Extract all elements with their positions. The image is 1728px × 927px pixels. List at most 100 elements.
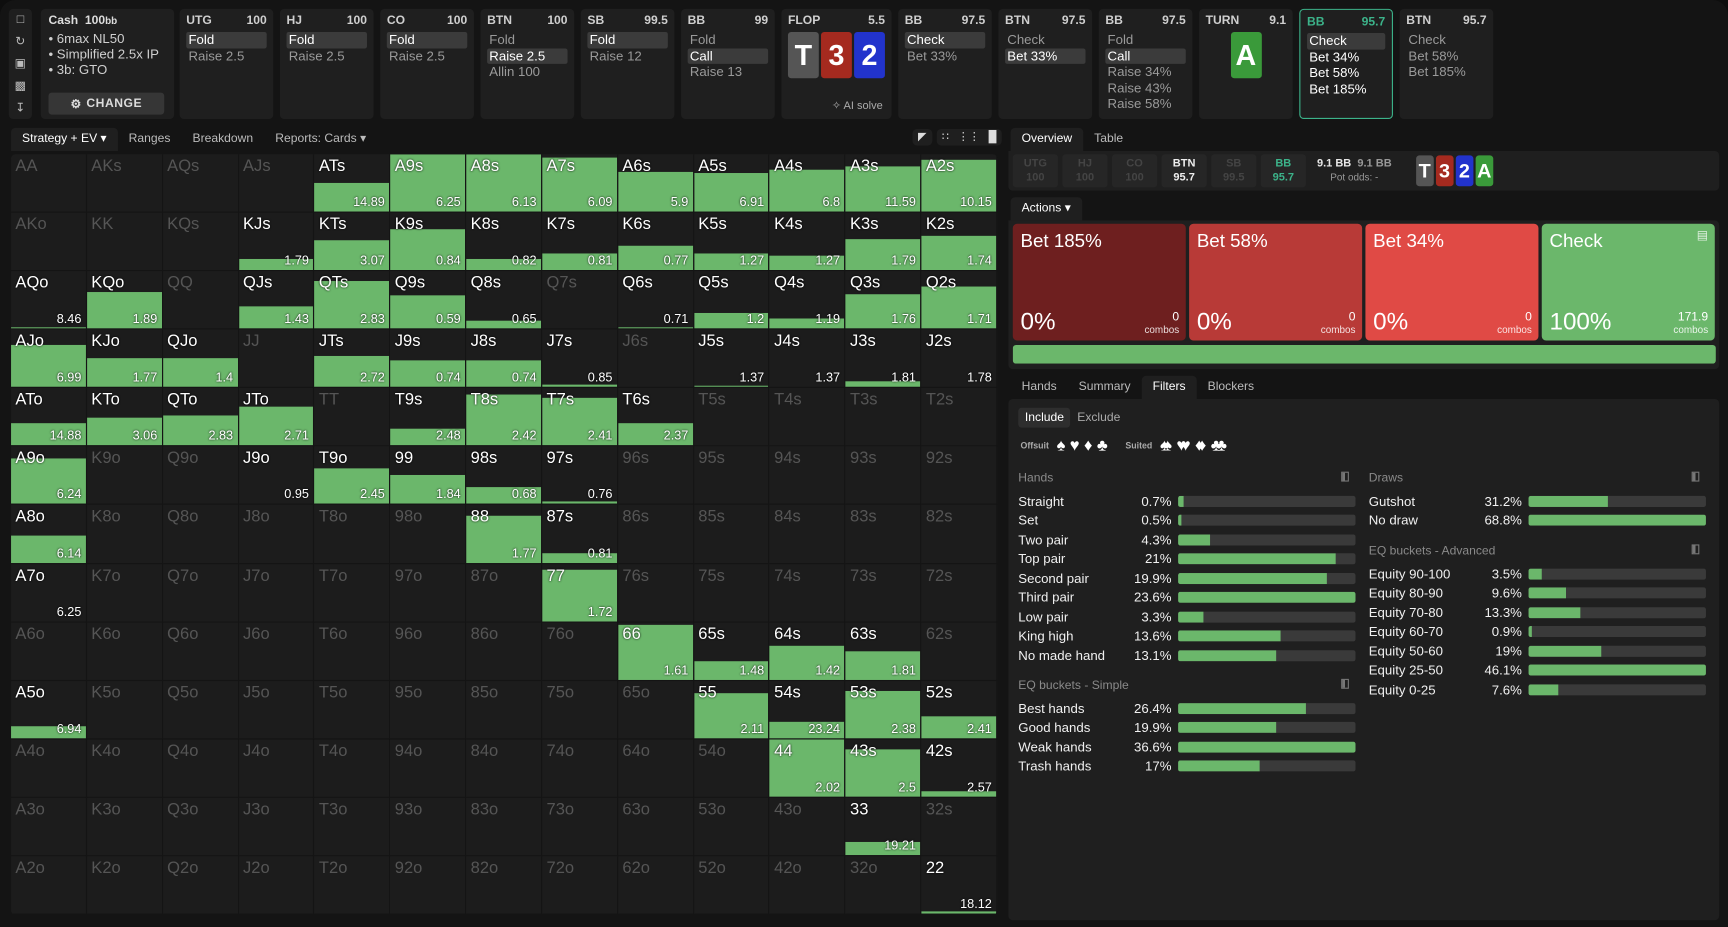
hand-cell[interactable]: Q6o (162, 622, 239, 681)
hand-cell[interactable]: 96o (390, 622, 467, 681)
hand-cell[interactable]: AKo (11, 212, 87, 272)
hand-cell[interactable]: T9o 2.45 (314, 446, 391, 506)
node-action[interactable]: Bet 185% (1408, 63, 1466, 80)
seat-bb[interactable]: BB 95.7 (1260, 154, 1306, 188)
node-co[interactable]: CO 100 Fold Raise 2.5 (380, 8, 474, 120)
seat-co[interactable]: CO 100 (1111, 154, 1158, 188)
hand-cell[interactable]: 72o (542, 856, 618, 915)
hand-cell[interactable]: 62o (617, 856, 694, 915)
collapse-icon[interactable]: ↧ (15, 101, 26, 115)
node-action[interactable]: Fold (286, 31, 367, 48)
hand-cell[interactable]: T6o (314, 622, 391, 681)
tab-summary[interactable]: Summary (1078, 380, 1131, 394)
node-hj[interactable]: HJ 100 Fold Raise 2.5 (279, 8, 374, 120)
hand-cell[interactable]: 99 1.84 (390, 446, 467, 506)
node-action[interactable]: Bet 58% (1309, 65, 1360, 81)
hand-cell[interactable]: 65s 1.48 (693, 622, 770, 681)
suited-clubs-icon[interactable]: ♣♣ (1210, 436, 1227, 456)
tab-overview[interactable]: Overview (1010, 127, 1084, 151)
hand-cell[interactable]: K4o (86, 739, 163, 798)
hand-cell[interactable]: J9o 0.95 (238, 446, 315, 506)
node-utg[interactable]: UTG 100 Fold Raise 2.5 (179, 8, 274, 120)
hand-cell[interactable]: 84o (466, 739, 543, 798)
hand-cell[interactable]: Q7s (542, 271, 618, 330)
seat-btn[interactable]: BTN 95.7 (1161, 154, 1207, 188)
hand-cell[interactable]: K3o (86, 797, 163, 857)
filter-row[interactable]: Best hands 26.4% (1018, 699, 1356, 718)
node-action[interactable]: Fold (489, 31, 516, 48)
node-action[interactable]: Raise 2.5 (487, 47, 568, 64)
node-action[interactable]: Call (1105, 47, 1186, 64)
hand-cell[interactable]: 95s (693, 446, 770, 506)
heart-icon[interactable]: ♥ (1069, 436, 1080, 456)
hand-cell[interactable]: ATs 14.89 (314, 154, 391, 213)
hand-cell[interactable]: 97s 0.76 (542, 446, 618, 506)
hand-cell[interactable]: JTo 2.71 (238, 388, 315, 447)
hand-cell[interactable]: Q5o (162, 680, 239, 740)
actions-dropdown[interactable]: Actions ▾ (1010, 197, 1082, 221)
node-action[interactable]: Raise 34% (1107, 63, 1172, 80)
hand-cell[interactable]: ATo 14.88 (11, 388, 87, 447)
hand-cell[interactable]: QTo 2.83 (162, 388, 239, 447)
action-card-bet-185-[interactable]: Bet 185% 0% 0 combos (1012, 223, 1186, 341)
hand-cell[interactable]: KJo 1.77 (86, 329, 163, 389)
node-action[interactable]: Raise 43% (1107, 79, 1172, 96)
hand-cell[interactable]: K2s 1.74 (921, 212, 998, 272)
hand-cell[interactable]: J2s 1.78 (921, 329, 998, 389)
node-action[interactable]: Raise 58% (1107, 95, 1172, 112)
hand-cell[interactable]: K7s 0.81 (542, 212, 618, 272)
street-turn[interactable]: TURN 9.1 A (1199, 8, 1293, 120)
spade-icon[interactable]: ♠ (1056, 436, 1066, 456)
hand-cell[interactable]: K7o (86, 563, 163, 623)
filter-row[interactable]: King high 13.6% (1018, 627, 1356, 646)
hand-cell[interactable]: J8s 0.74 (466, 329, 543, 389)
hand-cell[interactable]: A2s 10.15 (921, 154, 998, 213)
filter-row[interactable]: Two pair 4.3% (1018, 530, 1356, 549)
hand-cell[interactable]: Q7o (162, 563, 239, 623)
hand-cell[interactable]: J7o (238, 563, 315, 623)
hand-cell[interactable]: 43o (769, 797, 846, 857)
node-action[interactable]: Check (1007, 31, 1045, 48)
hand-cell[interactable]: J3o (238, 797, 315, 857)
hand-cell[interactable]: 87s 0.81 (542, 505, 618, 564)
node-btn[interactable]: BTN 97.5 Check Bet 33% (998, 8, 1093, 120)
hand-cell[interactable]: A3s 11.59 (845, 154, 922, 213)
hand-cell[interactable]: T9s 2.48 (390, 388, 467, 447)
node-action[interactable]: Fold (689, 31, 716, 48)
ai-solve-button[interactable]: ✧ AI solve (832, 100, 883, 112)
hand-cell[interactable]: Q5s 1.2 (693, 271, 770, 330)
hand-cell[interactable]: J4o (238, 739, 315, 798)
hand-cell[interactable]: A9s 6.25 (390, 154, 467, 213)
section-toggle-icon[interactable] (1691, 544, 1700, 555)
hand-cell[interactable]: QJs 1.43 (238, 271, 315, 330)
hand-cell[interactable]: T5o (314, 680, 391, 740)
action-card-bet-58-[interactable]: Bet 58% 0% 0 combos (1189, 223, 1363, 341)
hand-cell[interactable]: A8s 6.13 (466, 154, 543, 213)
tab-reports-cards[interactable]: Reports: Cards ▾ (275, 132, 367, 146)
hand-cell[interactable]: K5s 1.27 (693, 212, 770, 272)
hand-cell[interactable]: A6o (11, 622, 87, 681)
suited-hearts-icon[interactable]: ♥♥ (1176, 436, 1190, 456)
node-action[interactable]: Raise 12 (589, 47, 642, 64)
hand-cell[interactable]: KK (86, 212, 163, 272)
filter-row[interactable]: Equity 70-80 13.3% (1369, 603, 1706, 622)
hand-cell[interactable]: J9s 0.74 (390, 329, 467, 389)
node-action[interactable]: Bet 33% (906, 47, 957, 64)
hand-cell[interactable]: A3o (11, 797, 87, 857)
hand-cell[interactable]: 98s 0.68 (466, 446, 543, 506)
hand-cell[interactable]: A4s 6.8 (769, 154, 846, 213)
hand-cell[interactable]: T3o (314, 797, 391, 857)
hand-cell[interactable]: 86o (466, 622, 543, 681)
hand-cell[interactable]: A8o 6.14 (11, 505, 87, 564)
split-view-icon[interactable]: ◤ (912, 128, 932, 146)
hand-cell[interactable]: K2o (86, 856, 163, 915)
hand-cell[interactable]: AA (11, 154, 87, 213)
street-flop[interactable]: FLOP 5.5 T 3 2 ✧ AI solve (781, 8, 892, 120)
hand-cell[interactable]: 98o (390, 505, 467, 564)
tab-ranges[interactable]: Ranges (128, 132, 171, 146)
section-toggle-icon[interactable] (1691, 471, 1700, 482)
hand-cell[interactable]: 85s (693, 505, 770, 564)
hand-cell[interactable]: Q4o (162, 739, 239, 798)
hand-cell[interactable]: Q4s 1.19 (769, 271, 846, 330)
hand-cell[interactable]: 82o (466, 856, 543, 915)
